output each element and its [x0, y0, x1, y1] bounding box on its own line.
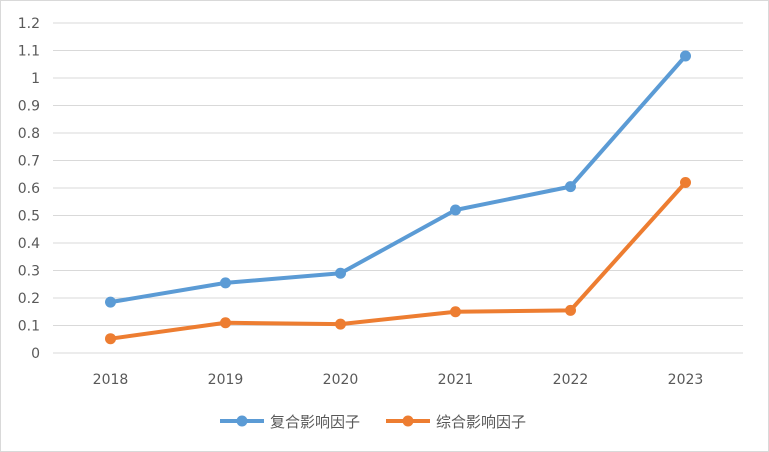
y-tick-label: 0.7	[18, 154, 40, 170]
y-tick-label: 1	[31, 71, 40, 87]
legend-swatch-marker	[236, 415, 248, 427]
x-tick-label: 2018	[93, 372, 129, 388]
x-tick-label: 2023	[668, 372, 704, 388]
gridlines	[53, 22, 743, 354]
y-tick-label: 0.4	[18, 236, 40, 252]
y-axis-ticks: 0 0.1 0.2 0.3 0.4 0.5 0.6 0.7 0.8 0.9 1 1.1 1.2	[18, 16, 40, 362]
data-point	[335, 267, 346, 279]
data-point	[105, 333, 116, 345]
data-point	[565, 304, 576, 316]
legend-swatch-marker	[402, 415, 414, 427]
legend-label: 复合影响因子	[270, 413, 360, 431]
data-point	[105, 296, 116, 308]
data-point	[220, 277, 231, 289]
y-tick-label: 0.8	[18, 126, 40, 142]
data-point	[220, 317, 231, 329]
series-line	[108, 54, 688, 305]
y-tick-label: 0.1	[18, 319, 40, 335]
x-tick-label: 2021	[438, 372, 474, 388]
series-line	[108, 180, 688, 341]
x-tick-label: 2022	[553, 372, 589, 388]
data-point	[680, 177, 691, 188]
data-point	[680, 50, 691, 62]
y-tick-label: 0.6	[18, 181, 40, 197]
y-tick-label: 0	[31, 346, 40, 362]
x-tick-label: 2019	[208, 372, 244, 388]
data-point	[450, 306, 461, 318]
series-group	[105, 50, 691, 345]
data-point	[450, 204, 461, 216]
y-tick-label: 1.2	[18, 16, 40, 32]
legend: 复合影响因子 综合影响因子	[220, 413, 526, 431]
y-tick-label: 0.3	[18, 264, 40, 280]
data-point	[335, 318, 346, 330]
legend-label: 综合影响因子	[436, 413, 526, 431]
data-point	[565, 181, 576, 193]
y-tick-label: 1.1	[18, 44, 40, 60]
x-tick-label: 2020	[323, 372, 359, 388]
y-tick-label: 0.5	[18, 209, 40, 225]
y-tick-label: 0.9	[18, 99, 40, 115]
y-tick-label: 0.2	[18, 291, 40, 307]
x-axis-ticks: 2018 2019 2020 2021 2022 2023	[93, 372, 704, 388]
